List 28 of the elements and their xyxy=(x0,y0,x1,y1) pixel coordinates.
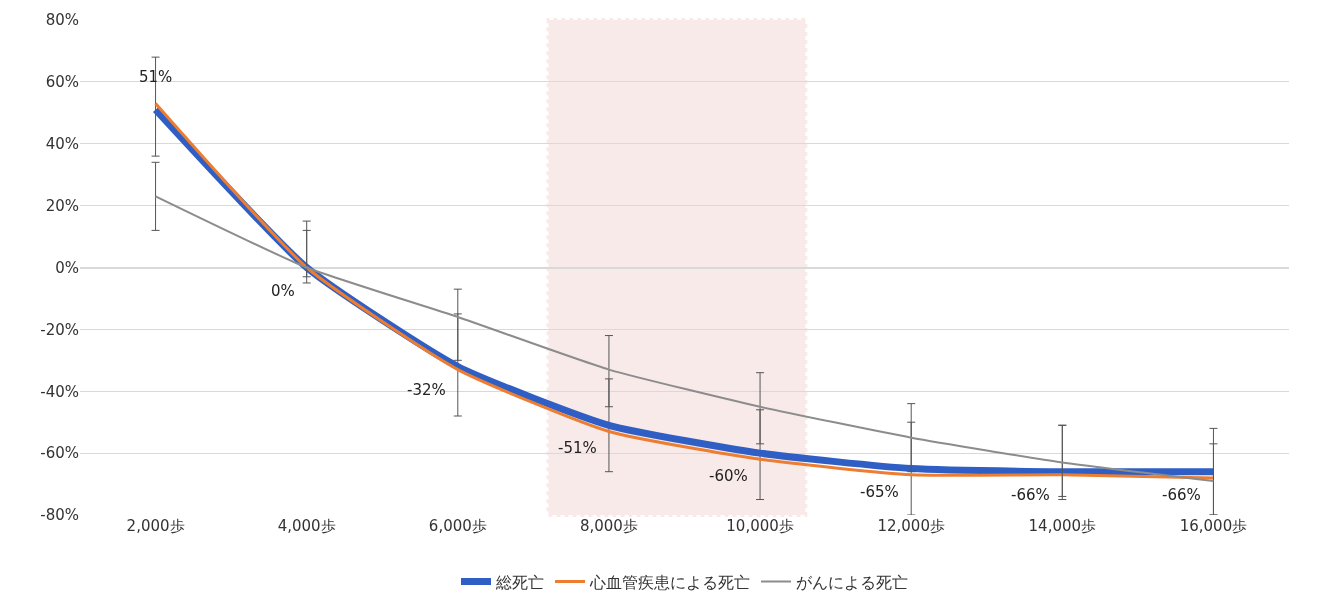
x-tick-label: 2,000歩 xyxy=(126,517,185,535)
x-tick-label: 6,000歩 xyxy=(428,517,487,535)
data-label: 0% xyxy=(271,282,295,300)
x-tick-label: 12,000歩 xyxy=(877,517,945,535)
x-tick-label: 16,000歩 xyxy=(1179,517,1248,535)
x-tick-label: 4,000歩 xyxy=(277,517,336,535)
legend-label: 総死亡 xyxy=(495,572,544,592)
y-tick-label: -40% xyxy=(40,382,79,401)
x-tick-label: 10,000歩 xyxy=(726,517,794,535)
y-tick-label: 0% xyxy=(55,258,79,277)
data-label: -32% xyxy=(407,381,446,399)
data-label: -51% xyxy=(558,439,597,457)
y-tick-label: 40% xyxy=(45,135,79,153)
y-tick-label: -20% xyxy=(40,320,79,339)
y-tick-label: -60% xyxy=(40,444,79,463)
y-tick-label: 60% xyxy=(45,73,79,92)
data-label: -66% xyxy=(1162,486,1201,504)
legend-label: 心血管疾患による死亡 xyxy=(589,572,750,592)
x-tick-label: 14,000歩 xyxy=(1028,517,1097,535)
y-tick-label: 20% xyxy=(45,196,79,215)
x-tick-label: 8,000歩 xyxy=(579,517,638,535)
legend-label: がんによる死亡 xyxy=(796,572,908,592)
data-label: -66% xyxy=(1011,486,1050,504)
line-series xyxy=(154,195,1215,482)
data-label: -60% xyxy=(709,467,748,485)
y-tick-label: -80% xyxy=(40,506,79,525)
y-tick-label: 80% xyxy=(45,11,79,30)
data-label: -65% xyxy=(860,483,899,501)
